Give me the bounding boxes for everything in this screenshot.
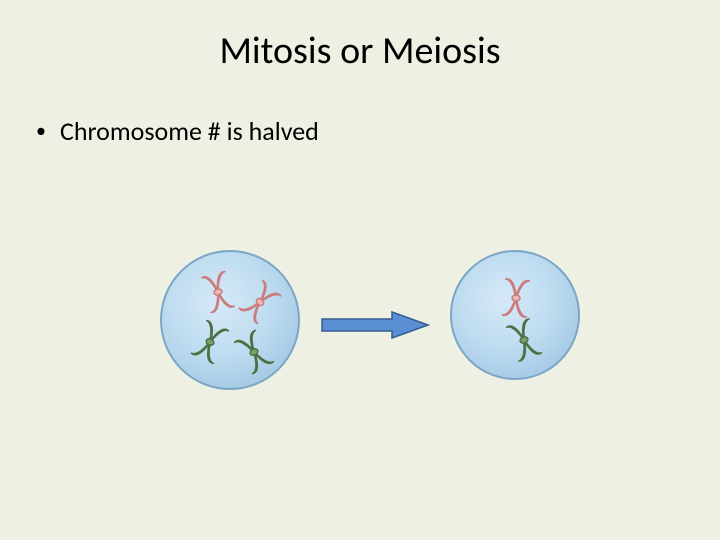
bullet-text: Chromosome # is halved: [60, 115, 319, 147]
slide-title: Mitosis or Meiosis: [0, 28, 720, 74]
diploid-cell: [160, 250, 300, 390]
haploid-cell: [450, 250, 580, 380]
bullet-marker: •: [36, 121, 46, 141]
green-chromosome: [498, 312, 551, 367]
cell-diagram: [160, 240, 580, 400]
bullet-item: • Chromosome # is halved: [36, 115, 319, 147]
arrow-icon: [320, 310, 430, 340]
